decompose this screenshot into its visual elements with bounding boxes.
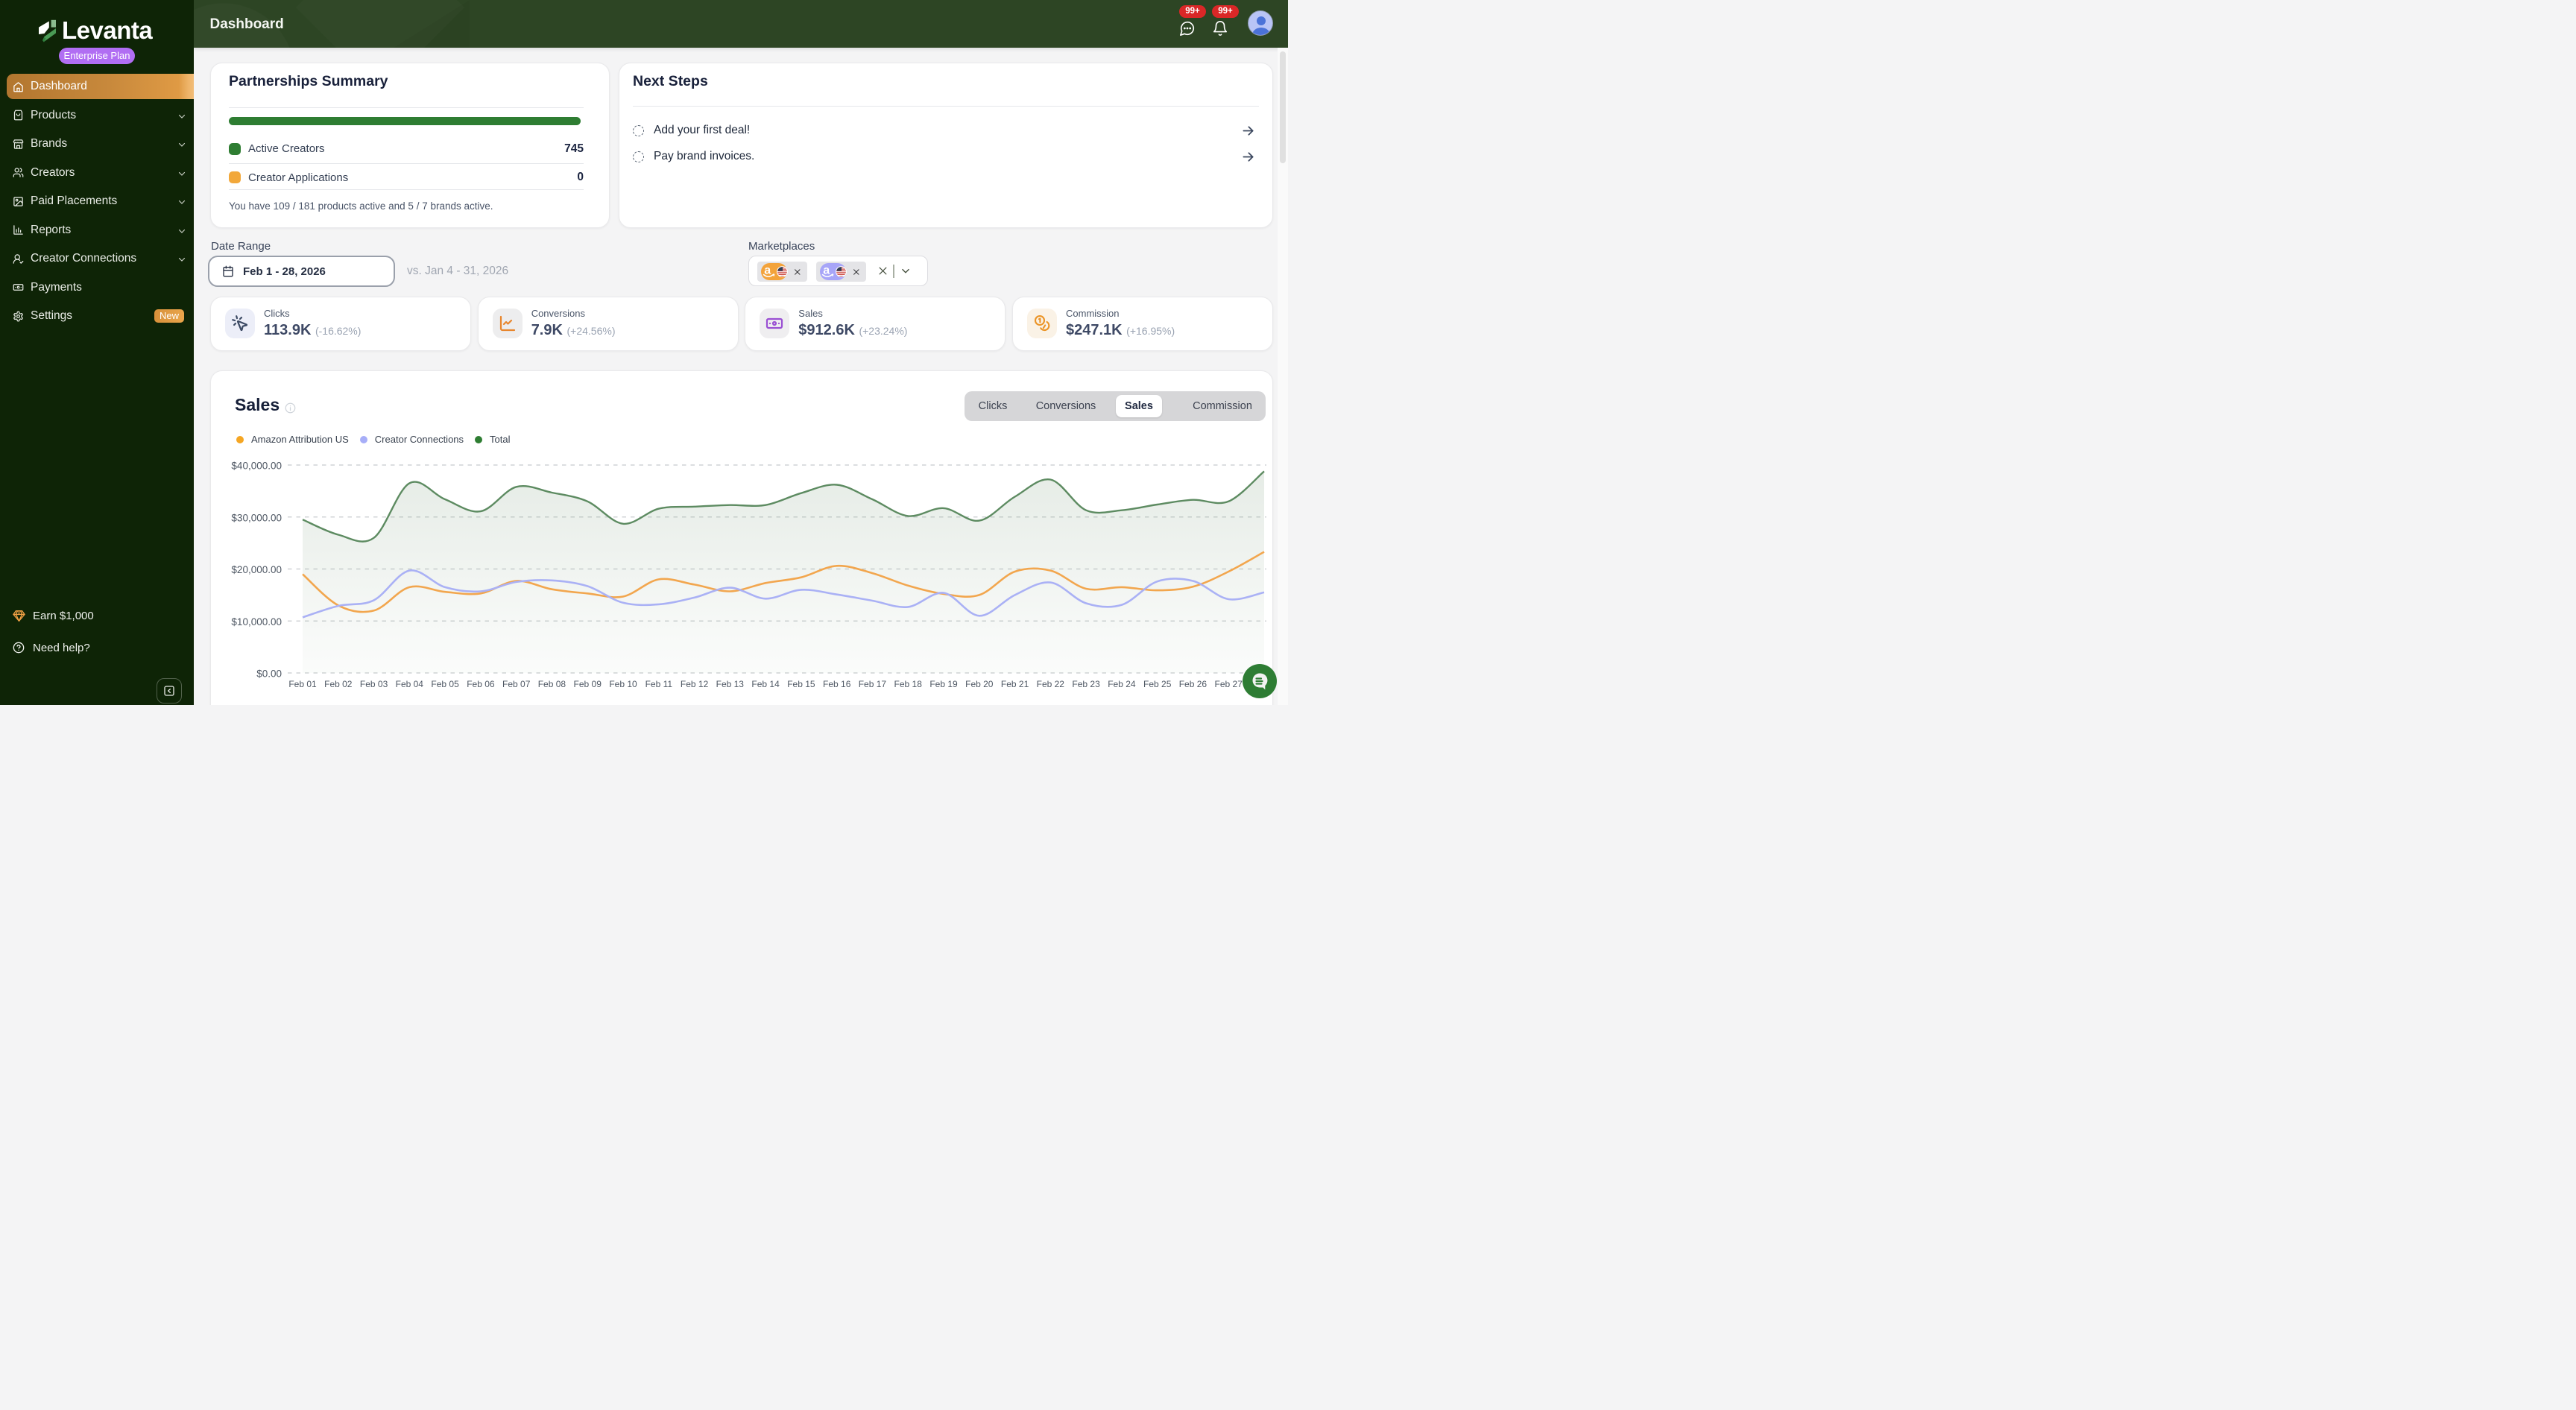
svg-text:Feb 15: Feb 15 xyxy=(787,679,815,689)
svg-text:Feb 17: Feb 17 xyxy=(859,679,887,689)
svg-text:Feb 05: Feb 05 xyxy=(431,679,459,689)
svg-text:Feb 01: Feb 01 xyxy=(288,679,317,689)
svg-text:Feb 21: Feb 21 xyxy=(1001,679,1029,689)
svg-text:Feb 25: Feb 25 xyxy=(1143,679,1172,689)
svg-text:Feb 10: Feb 10 xyxy=(609,679,637,689)
svg-text:Feb 19: Feb 19 xyxy=(929,679,958,689)
svg-text:Feb 20: Feb 20 xyxy=(965,679,994,689)
svg-text:Feb 08: Feb 08 xyxy=(538,679,566,689)
svg-text:Feb 03: Feb 03 xyxy=(360,679,388,689)
svg-text:Feb 11: Feb 11 xyxy=(645,679,673,689)
svg-text:Feb 24: Feb 24 xyxy=(1108,679,1136,689)
svg-text:Feb 13: Feb 13 xyxy=(716,679,745,689)
svg-text:a: a xyxy=(823,265,830,277)
svg-text:Feb 12: Feb 12 xyxy=(681,679,709,689)
svg-text:Feb 18: Feb 18 xyxy=(894,679,923,689)
svg-text:a: a xyxy=(764,265,771,277)
svg-text:Feb 07: Feb 07 xyxy=(502,679,531,689)
svg-text:Feb 27: Feb 27 xyxy=(1215,679,1243,689)
svg-text:$20,000.00: $20,000.00 xyxy=(231,564,282,575)
svg-text:$30,000.00: $30,000.00 xyxy=(231,512,282,523)
svg-text:$10,000.00: $10,000.00 xyxy=(231,616,282,627)
svg-text:Feb 14: Feb 14 xyxy=(751,679,780,689)
svg-text:Feb 16: Feb 16 xyxy=(823,679,851,689)
svg-text:Feb 06: Feb 06 xyxy=(467,679,495,689)
svg-text:Feb 22: Feb 22 xyxy=(1037,679,1065,689)
svg-text:Feb 26: Feb 26 xyxy=(1179,679,1208,689)
svg-text:Feb 04: Feb 04 xyxy=(396,679,424,689)
svg-text:Feb 23: Feb 23 xyxy=(1072,679,1100,689)
svg-text:$40,000.00: $40,000.00 xyxy=(231,461,282,472)
svg-text:Feb 09: Feb 09 xyxy=(574,679,602,689)
svg-text:$0.00: $0.00 xyxy=(256,668,282,680)
svg-text:Feb 02: Feb 02 xyxy=(324,679,353,689)
